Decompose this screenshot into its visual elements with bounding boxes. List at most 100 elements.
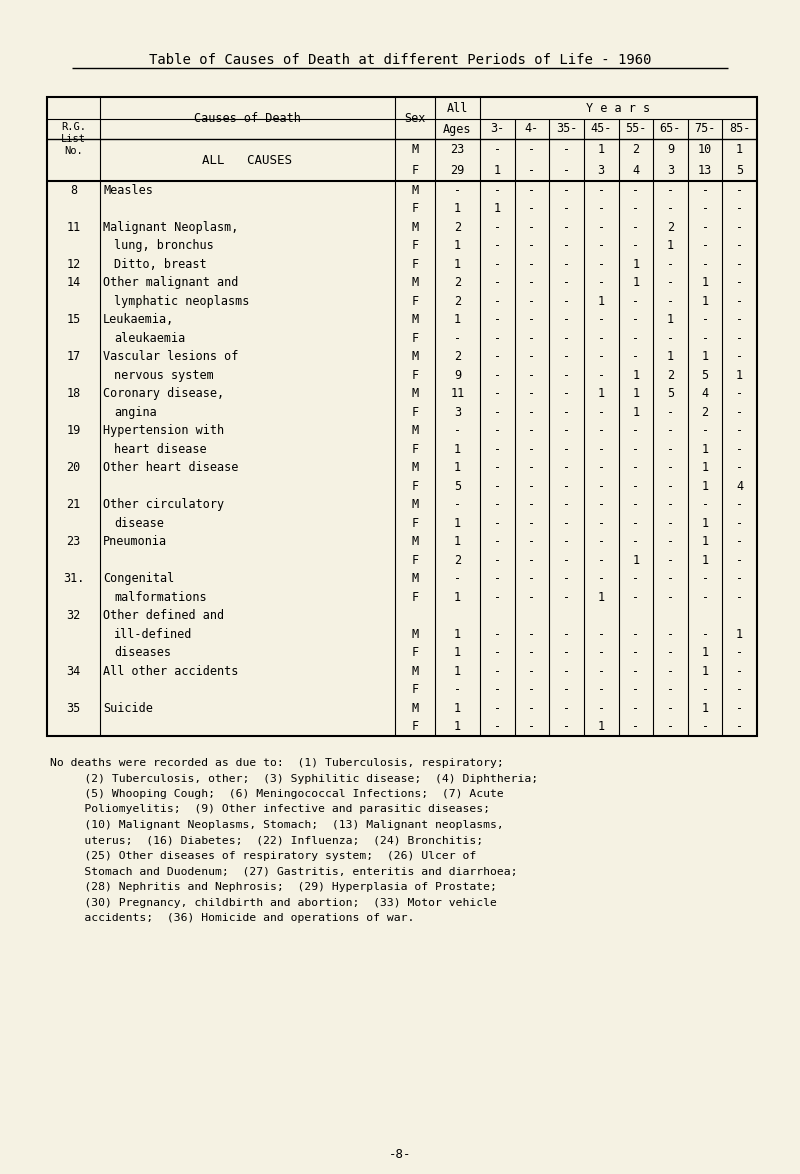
Text: F: F: [411, 480, 418, 493]
Text: -: -: [598, 424, 605, 437]
Text: -: -: [667, 572, 674, 586]
Text: 3: 3: [667, 164, 674, 177]
Text: 1: 1: [454, 664, 461, 677]
Text: No deaths were recorded as due to:  (1) Tuberculosis, respiratory;: No deaths were recorded as due to: (1) T…: [50, 758, 504, 768]
Text: M: M: [411, 535, 418, 548]
Text: -: -: [667, 184, 674, 197]
Text: -: -: [702, 498, 709, 511]
Text: -: -: [667, 628, 674, 641]
Text: 3: 3: [598, 164, 605, 177]
Text: (5) Whooping Cough;  (6) Meningococcal Infections;  (7) Acute: (5) Whooping Cough; (6) Meningococcal In…: [50, 789, 504, 799]
Text: -: -: [736, 239, 743, 252]
Text: 29: 29: [450, 164, 465, 177]
Text: F: F: [411, 683, 418, 696]
Text: -: -: [667, 332, 674, 345]
Text: 31.: 31.: [63, 572, 84, 586]
Text: Congenital: Congenital: [103, 572, 174, 586]
Text: -: -: [667, 554, 674, 567]
Text: -: -: [563, 702, 570, 715]
Text: 2: 2: [454, 554, 461, 567]
Text: 55-: 55-: [625, 122, 646, 135]
Text: (2) Tuberculosis, other;  (3) Syphilitic disease;  (4) Diphtheria;: (2) Tuberculosis, other; (3) Syphilitic …: [50, 774, 538, 783]
Text: -: -: [528, 535, 535, 548]
Text: -: -: [632, 683, 639, 696]
Text: -: -: [528, 572, 535, 586]
Text: 1: 1: [454, 517, 461, 529]
Text: -: -: [736, 702, 743, 715]
Text: -: -: [736, 184, 743, 197]
Text: -: -: [494, 387, 501, 400]
Text: 1: 1: [702, 461, 709, 474]
Text: 1: 1: [702, 535, 709, 548]
Text: 23: 23: [450, 143, 465, 156]
Text: 17: 17: [66, 350, 81, 363]
Text: (30) Pregnancy, childbirth and abortion;  (33) Motor vehicle: (30) Pregnancy, childbirth and abortion;…: [50, 897, 497, 908]
Text: 1: 1: [667, 313, 674, 326]
Text: Pneumonia: Pneumonia: [103, 535, 167, 548]
Text: Poliomyelitis;  (9) Other infective and parasitic diseases;: Poliomyelitis; (9) Other infective and p…: [50, 804, 490, 815]
Text: -: -: [598, 221, 605, 234]
Text: -: -: [667, 443, 674, 456]
Text: -: -: [702, 239, 709, 252]
Text: -: -: [598, 628, 605, 641]
Text: -: -: [563, 202, 570, 215]
Text: -: -: [528, 184, 535, 197]
Text: -: -: [563, 387, 570, 400]
Text: -: -: [667, 498, 674, 511]
Text: -: -: [667, 461, 674, 474]
Text: -: -: [528, 202, 535, 215]
Text: -: -: [454, 184, 461, 197]
Text: 1: 1: [454, 313, 461, 326]
Text: -: -: [494, 258, 501, 271]
Text: F: F: [411, 164, 418, 177]
Text: 1: 1: [632, 258, 639, 271]
Text: Ditto, breast: Ditto, breast: [114, 258, 206, 271]
Text: -: -: [667, 721, 674, 734]
Text: 1: 1: [667, 350, 674, 363]
Text: -: -: [632, 591, 639, 603]
Text: 1: 1: [702, 480, 709, 493]
Text: 2: 2: [632, 143, 639, 156]
Text: 1: 1: [632, 369, 639, 382]
Text: -: -: [667, 258, 674, 271]
Text: 8: 8: [70, 184, 77, 197]
Text: -: -: [598, 646, 605, 660]
Text: lung, bronchus: lung, bronchus: [114, 239, 214, 252]
Text: -: -: [494, 424, 501, 437]
Text: M: M: [411, 498, 418, 511]
Text: -: -: [528, 221, 535, 234]
Text: -: -: [494, 143, 501, 156]
Text: -: -: [494, 480, 501, 493]
Text: Sex: Sex: [404, 112, 426, 124]
Text: 34: 34: [66, 664, 81, 677]
Text: -: -: [632, 313, 639, 326]
Text: -: -: [736, 664, 743, 677]
Text: Other malignant and: Other malignant and: [103, 276, 238, 289]
Text: 1: 1: [632, 554, 639, 567]
Text: -: -: [667, 295, 674, 308]
Text: 1: 1: [598, 591, 605, 603]
Text: -: -: [702, 683, 709, 696]
Text: -: -: [598, 683, 605, 696]
Text: -: -: [528, 332, 535, 345]
Text: M: M: [411, 276, 418, 289]
Text: M: M: [411, 313, 418, 326]
Text: -: -: [667, 702, 674, 715]
Text: -: -: [598, 572, 605, 586]
Text: -: -: [632, 350, 639, 363]
Text: 1: 1: [454, 702, 461, 715]
Text: -: -: [632, 202, 639, 215]
Text: -: -: [667, 646, 674, 660]
Text: -: -: [494, 721, 501, 734]
Text: -: -: [563, 143, 570, 156]
Text: F: F: [411, 406, 418, 419]
Text: 1: 1: [494, 202, 501, 215]
Text: aleukaemia: aleukaemia: [114, 332, 186, 345]
Text: 15: 15: [66, 313, 81, 326]
Text: -: -: [667, 424, 674, 437]
Text: -: -: [494, 683, 501, 696]
Text: -: -: [632, 628, 639, 641]
Text: 1: 1: [494, 164, 501, 177]
Text: -: -: [736, 535, 743, 548]
Text: Table of Causes of Death at different Periods of Life - 1960: Table of Causes of Death at different Pe…: [149, 53, 651, 67]
